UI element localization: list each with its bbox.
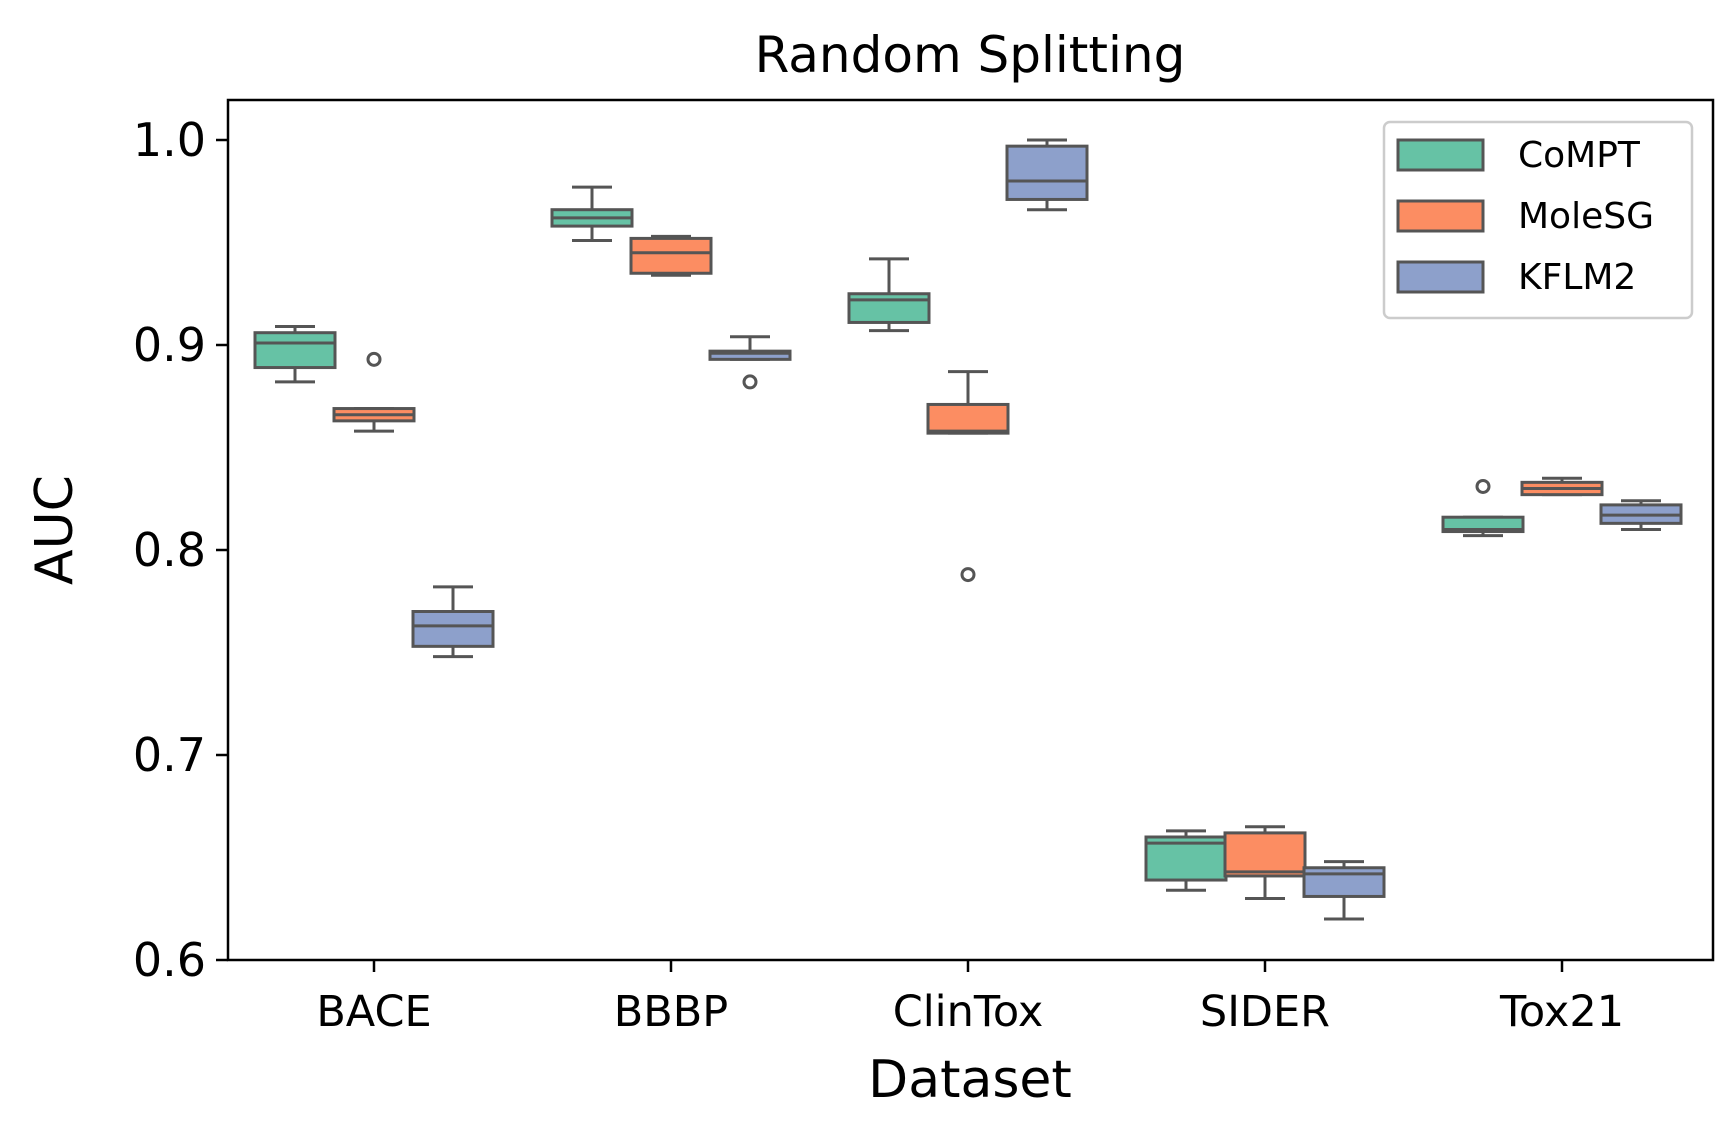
outlier-point [960,567,976,583]
y-tick-label: 1.0 [133,113,206,167]
x-axis: BACE BBBP ClinTox SIDER Tox21 [316,960,1624,1037]
box-kflm2-bbbp [708,335,792,390]
x-tick-label: BBBP [614,987,728,1037]
box-compt-bace [253,325,337,384]
outlier-point [1475,478,1491,494]
box [411,610,495,648]
box [253,331,337,370]
box-molesg-clintox [926,370,1010,583]
legend-label-kflm2: KFLM2 [1518,257,1636,298]
legend: CoMPT MoleSG KFLM2 [1382,120,1694,320]
y-tick-label: 0.6 [133,933,206,987]
box [629,236,713,275]
plot-frame [226,98,1715,962]
x-tick-label: SIDER [1200,987,1330,1037]
box-compt-bbbp [550,185,634,242]
x-tick-label: Tox21 [1499,987,1624,1037]
box [1005,144,1089,201]
outlier-point [742,374,758,390]
box-kflm2-sider [1302,860,1386,921]
box [847,292,931,324]
x-tick-label: ClinTox [893,987,1044,1037]
y-tick-label: 0.7 [133,728,206,782]
outlier-point [366,351,382,367]
y-tick-label: 0.8 [133,523,206,577]
box-kflm2-bace [411,585,495,659]
y-axis: 0.6 0.7 0.8 0.9 1.0 [133,113,228,987]
legend-label-compt: CoMPT [1518,135,1641,176]
legend-swatch-kflm2 [1396,260,1485,294]
series-molesg [332,234,1604,900]
series-compt [253,185,1525,892]
box [708,349,792,361]
box [1223,831,1307,878]
chart-title: Random Splitting [755,26,1186,84]
box-molesg-bace [332,351,416,433]
box-molesg-bbbp [629,234,713,277]
box [1302,866,1386,898]
x-axis-label: Dataset [868,1050,1072,1110]
series-kflm2 [411,138,1683,921]
box-compt-clintox [847,257,931,333]
legend-swatch-compt [1396,138,1485,172]
legend-label-molesg: MoleSG [1518,196,1654,237]
x-tick-label: BACE [316,987,431,1037]
box-kflm2-clintox [1005,138,1089,212]
box-compt-tox21 [1441,478,1525,538]
y-tick-label: 0.9 [133,318,206,372]
box [926,402,1010,435]
box-kflm2-tox21 [1599,499,1683,531]
plot-area [253,138,1683,921]
y-axis-label: AUC [25,475,85,585]
box-molesg-tox21 [1520,476,1604,497]
box [1441,515,1525,534]
box-molesg-sider [1223,825,1307,900]
legend-swatch-molesg [1396,199,1485,233]
box-compt-sider [1144,829,1228,892]
